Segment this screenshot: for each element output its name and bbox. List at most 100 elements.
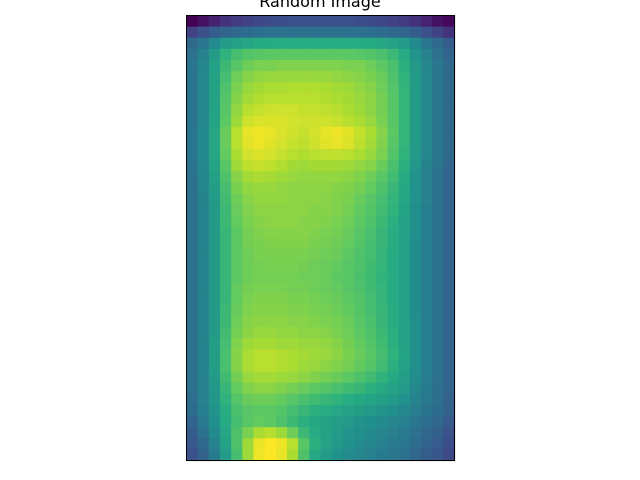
heatmap-cell	[208, 160, 221, 172]
heatmap-cell	[309, 249, 322, 261]
heatmap-cell	[186, 427, 199, 439]
heatmap-cell	[253, 60, 266, 72]
heatmap-cell	[287, 327, 299, 339]
heatmap-cell	[421, 160, 433, 172]
heatmap-cell	[320, 249, 333, 261]
heatmap-cell	[421, 204, 433, 217]
heatmap-cell	[342, 293, 355, 306]
heatmap-cell	[220, 126, 232, 139]
heatmap-cell	[287, 238, 299, 250]
heatmap-cell	[242, 315, 255, 328]
heatmap-cell	[342, 60, 355, 72]
heatmap-cell	[287, 416, 299, 428]
heatmap-cell	[264, 449, 277, 462]
heatmap-cell	[409, 249, 422, 261]
heatmap-cell	[298, 371, 310, 384]
heatmap-cell	[231, 427, 243, 439]
heatmap-cell	[443, 238, 456, 250]
heatmap-cell	[398, 304, 411, 317]
heatmap-cell	[220, 382, 232, 395]
heatmap-cell	[186, 315, 199, 328]
heatmap-cell	[342, 160, 355, 172]
heatmap-cell	[220, 226, 232, 239]
heatmap-cell	[421, 327, 433, 339]
heatmap-cell	[264, 193, 277, 206]
heatmap-cell	[432, 349, 444, 361]
heatmap-cell	[298, 204, 310, 217]
heatmap-cell	[354, 193, 366, 206]
heatmap-cell	[409, 304, 422, 317]
heatmap-cell	[354, 226, 366, 239]
heatmap-cell	[331, 104, 344, 117]
heatmap-cell	[253, 137, 266, 150]
heatmap-cell	[298, 71, 310, 83]
heatmap-cell	[242, 449, 255, 462]
heatmap-cell	[409, 93, 422, 106]
heatmap-cell	[342, 126, 355, 139]
heatmap-cell	[264, 293, 277, 306]
heatmap-cell	[387, 404, 400, 417]
heatmap-cell	[186, 393, 199, 406]
heatmap-cell	[309, 427, 322, 439]
heatmap-cell	[354, 360, 366, 373]
heatmap-cell	[231, 37, 243, 50]
heatmap-cell	[287, 104, 299, 117]
heatmap-cell	[398, 260, 411, 272]
heatmap-cell	[220, 438, 232, 450]
heatmap-cell	[275, 160, 288, 172]
heatmap-cell	[376, 60, 389, 72]
heatmap-cell	[309, 338, 322, 350]
heatmap-cell	[376, 416, 389, 428]
heatmap-cell	[253, 438, 266, 450]
heatmap-cell	[275, 149, 288, 161]
heatmap-cell	[409, 215, 422, 228]
heatmap-cell	[398, 15, 411, 28]
heatmap-cell	[409, 438, 422, 450]
heatmap-cell	[354, 93, 366, 106]
heatmap-cell	[186, 416, 199, 428]
heatmap-cell	[354, 249, 366, 261]
heatmap-cell	[387, 293, 400, 306]
heatmap-cell	[242, 249, 255, 261]
heatmap-cell	[342, 338, 355, 350]
heatmap-cell	[253, 282, 266, 295]
heatmap-cell	[309, 193, 322, 206]
heatmap-cell	[197, 226, 210, 239]
heatmap-cell	[342, 260, 355, 272]
heatmap-cell	[287, 260, 299, 272]
heatmap-cell	[376, 93, 389, 106]
heatmap-cell	[387, 182, 400, 195]
heatmap-cell	[275, 193, 288, 206]
heatmap-cell	[376, 82, 389, 94]
heatmap-cell	[421, 82, 433, 94]
heatmap-cell	[342, 115, 355, 128]
heatmap-cell	[287, 26, 299, 39]
heatmap-cell	[376, 238, 389, 250]
heatmap-cell	[409, 260, 422, 272]
heatmap-cell	[264, 249, 277, 261]
heatmap-cell	[432, 126, 444, 139]
heatmap-cell	[376, 338, 389, 350]
heatmap-cell	[231, 193, 243, 206]
heatmap-cell	[365, 438, 377, 450]
heatmap-cell	[287, 338, 299, 350]
heatmap-cell	[421, 349, 433, 361]
heatmap-cell	[298, 449, 310, 462]
heatmap-cell	[398, 160, 411, 172]
heatmap-cell	[421, 93, 433, 106]
heatmap-cell	[264, 182, 277, 195]
heatmap-cell	[309, 360, 322, 373]
heatmap-cell	[365, 37, 377, 50]
heatmap-cell	[186, 404, 199, 417]
heatmap-cell	[443, 48, 456, 61]
heatmap-cell	[186, 249, 199, 261]
heatmap-cell	[275, 249, 288, 261]
heatmap-cell	[409, 71, 422, 83]
heatmap-cell	[208, 193, 221, 206]
heatmap-cell	[398, 427, 411, 439]
heatmap-cell	[220, 349, 232, 361]
heatmap-cell	[231, 182, 243, 195]
heatmap-cell	[287, 126, 299, 139]
heatmap-cell	[354, 149, 366, 161]
heatmap-cell	[354, 115, 366, 128]
